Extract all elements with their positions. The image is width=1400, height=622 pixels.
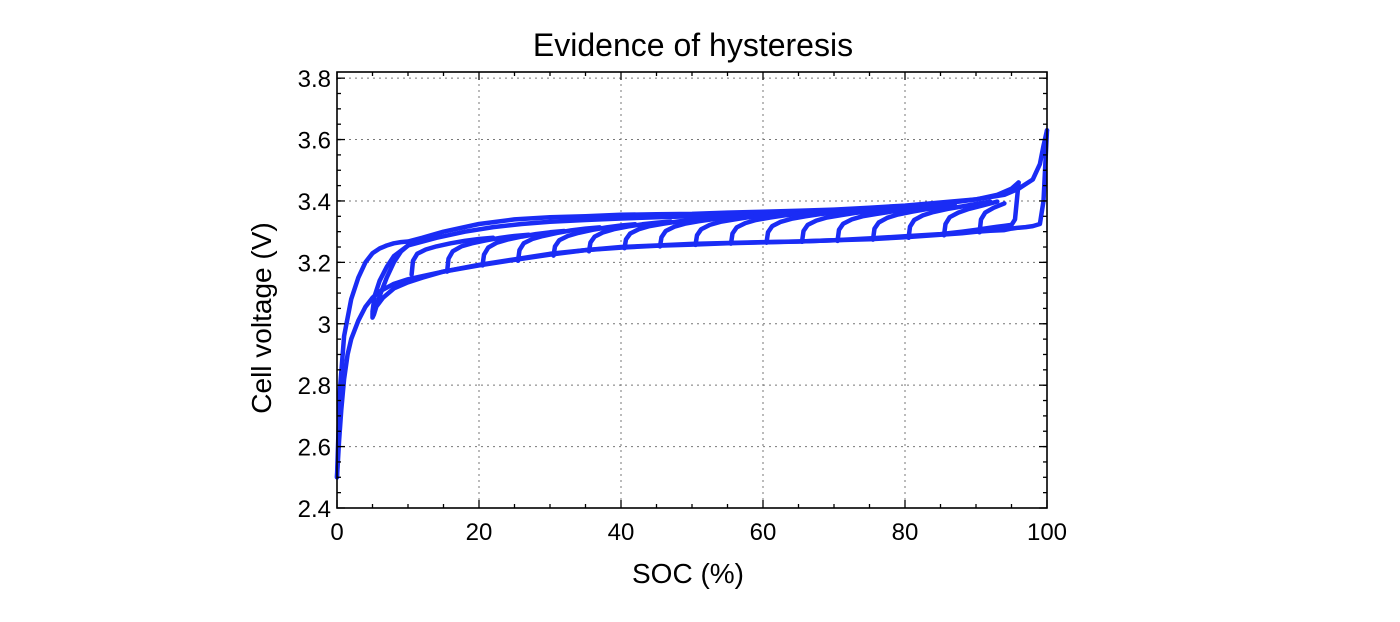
- x-tick-label: 100: [1027, 519, 1067, 546]
- series-line-17: [835, 205, 922, 244]
- series-line-7: [480, 228, 567, 268]
- series-line-2: [334, 128, 1050, 480]
- series-line-14: [728, 210, 815, 246]
- x-tick-labels: 0 20 40 60 80 100: [330, 519, 1067, 546]
- y-tick-label: 2.4: [298, 496, 331, 523]
- series-line-18: [870, 202, 957, 242]
- series-line-6: [444, 232, 531, 274]
- series-line-15: [764, 209, 851, 245]
- y-tick-label: 2.8: [298, 373, 331, 400]
- plot-frame: [336, 71, 1048, 509]
- y-axis-label: Cell voltage (V): [246, 222, 277, 413]
- x-tick-label: 40: [608, 519, 635, 546]
- y-tick-label: 2.6: [298, 435, 331, 462]
- series-line-21: [977, 201, 1007, 235]
- series-line-8: [515, 225, 602, 264]
- series-line-16: [799, 207, 886, 245]
- plot-area: [334, 128, 1050, 480]
- y-tick-label: 3.4: [298, 189, 331, 216]
- x-tick-label: 80: [892, 519, 919, 546]
- series-line-4: [370, 180, 1021, 314]
- grid-lines: [336, 72, 1048, 509]
- series-line-1: [334, 128, 1050, 480]
- series-line-10: [586, 219, 673, 254]
- x-tick-label: 60: [750, 519, 777, 546]
- y-tick-label: 3.2: [298, 250, 331, 277]
- axis-ticks: [336, 72, 1048, 509]
- chart-title: Evidence of hysteresis: [533, 27, 853, 63]
- x-axis-label: SOC (%): [632, 558, 744, 589]
- y-tick-label: 3.6: [298, 128, 331, 155]
- series-line-19: [906, 199, 993, 241]
- series-line-13: [693, 212, 780, 248]
- x-tick-label: 20: [466, 519, 493, 546]
- y-tick-label: 3: [318, 312, 331, 339]
- series-line-20: [941, 199, 1000, 238]
- series-line-11: [622, 216, 709, 251]
- y-tick-labels: 2.4 2.6 2.8 3 3.2 3.4 3.6 3.8: [298, 66, 331, 523]
- x-tick-label: 0: [330, 519, 343, 546]
- series-line-12: [657, 214, 744, 249]
- series-line-9: [551, 222, 638, 258]
- series-line-5: [409, 235, 496, 277]
- y-tick-label: 3.8: [298, 66, 331, 93]
